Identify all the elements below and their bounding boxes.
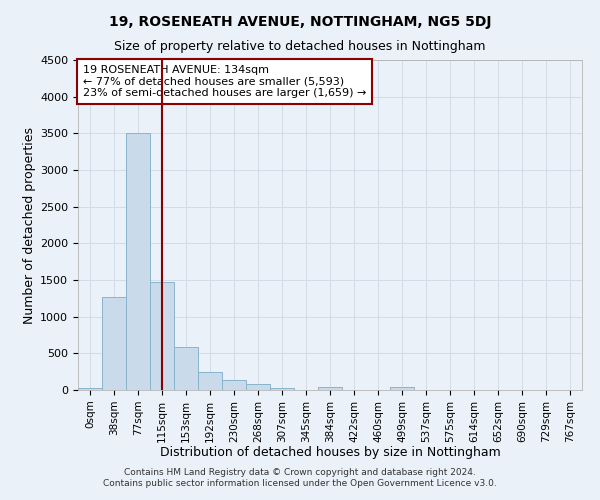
Bar (246, 384, 270, 390)
Text: Size of property relative to detached houses in Nottingham: Size of property relative to detached ho… (114, 40, 486, 53)
Bar (198, 372, 222, 390)
Text: Contains HM Land Registry data © Crown copyright and database right 2024.
Contai: Contains HM Land Registry data © Crown c… (103, 468, 497, 487)
Bar (174, 348, 198, 390)
Bar (318, 387, 342, 390)
Bar (222, 380, 246, 390)
Bar (390, 387, 414, 390)
Bar (102, 297, 126, 390)
Bar (150, 282, 174, 390)
X-axis label: Distribution of detached houses by size in Nottingham: Distribution of detached houses by size … (160, 446, 500, 459)
Bar (270, 388, 294, 390)
Y-axis label: Number of detached properties: Number of detached properties (23, 126, 36, 324)
Bar (126, 134, 150, 390)
Bar (78, 388, 102, 390)
Text: 19, ROSENEATH AVENUE, NOTTINGHAM, NG5 5DJ: 19, ROSENEATH AVENUE, NOTTINGHAM, NG5 5D… (109, 15, 491, 29)
Text: 19 ROSENEATH AVENUE: 134sqm
← 77% of detached houses are smaller (5,593)
23% of : 19 ROSENEATH AVENUE: 134sqm ← 77% of det… (83, 65, 367, 98)
